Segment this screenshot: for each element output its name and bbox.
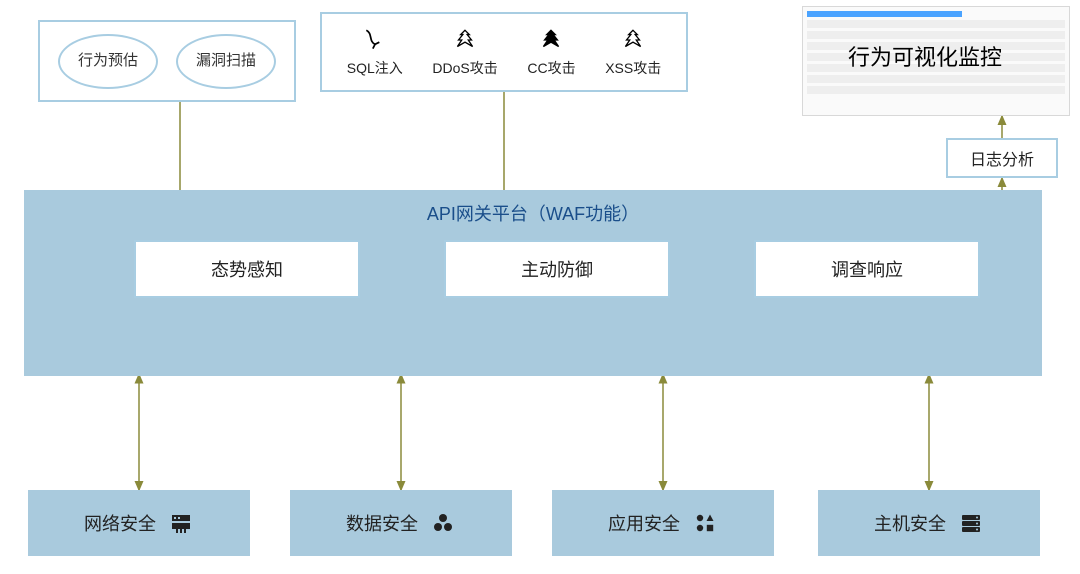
attack-cc-label: CC攻击: [527, 58, 575, 78]
attack-ddos: DDoS攻击: [432, 26, 497, 78]
module-investigation-response: 调查响应: [754, 240, 980, 298]
oval-behavior-estimate: 行为预估: [58, 34, 158, 89]
attack-cc: CC攻击: [527, 26, 575, 78]
attack-sql-label: SQL注入: [347, 58, 403, 78]
monitor-row: [807, 86, 1065, 94]
app-security-icon: [692, 510, 718, 536]
platform-title-text: API网关平台（WAF功能）: [427, 204, 639, 224]
module2-label: 调查响应: [831, 256, 903, 282]
data-security-icon: [430, 510, 456, 536]
cc-icon: [538, 26, 564, 54]
network-security-icon: [168, 510, 194, 536]
xss-icon: [620, 26, 646, 54]
ddos-icon: [452, 26, 478, 54]
monitor-row: [807, 31, 1065, 39]
security-network: 网络安全: [28, 490, 250, 556]
assessment-box: 行为预估 漏洞扫描: [38, 20, 296, 102]
monitor-row: [807, 20, 1065, 28]
security-host: 主机安全: [818, 490, 1040, 556]
log-analysis-box: 日志分析: [946, 138, 1058, 178]
sql-injection-icon: [362, 26, 388, 54]
api-gateway-platform: API网关平台（WAF功能） 态势感知 主动防御 调查响应: [24, 190, 1042, 376]
attacks-box: SQL注入 DDoS攻击 CC攻击 XSS攻击: [320, 12, 688, 92]
host-security-icon: [958, 510, 984, 536]
sec2-label: 应用安全: [608, 510, 680, 536]
oval-vuln-scan: 漏洞扫描: [176, 34, 276, 89]
oval1-label: 行为预估: [78, 52, 138, 70]
security-app: 应用安全: [552, 490, 774, 556]
platform-title: API网关平台（WAF功能）: [24, 200, 1042, 226]
sec1-label: 数据安全: [346, 510, 418, 536]
module-situational-awareness: 态势感知: [134, 240, 360, 298]
attack-ddos-label: DDoS攻击: [432, 58, 497, 78]
attack-xss-label: XSS攻击: [605, 58, 661, 78]
module1-label: 主动防御: [521, 256, 593, 282]
sec3-label: 主机安全: [874, 510, 946, 536]
module0-label: 态势感知: [211, 256, 283, 282]
attack-xss: XSS攻击: [605, 26, 661, 78]
monitor-title-text: 行为可视化监控: [848, 45, 1002, 70]
monitor-row: [807, 75, 1065, 83]
module-active-defense: 主动防御: [444, 240, 670, 298]
log-label: 日志分析: [970, 146, 1034, 170]
monitor-title: 行为可视化监控: [848, 40, 1002, 72]
sec0-label: 网络安全: [84, 510, 156, 536]
attack-sql: SQL注入: [347, 26, 403, 78]
monitor-header-row: [807, 11, 962, 17]
oval2-label: 漏洞扫描: [196, 52, 256, 70]
security-data: 数据安全: [290, 490, 512, 556]
